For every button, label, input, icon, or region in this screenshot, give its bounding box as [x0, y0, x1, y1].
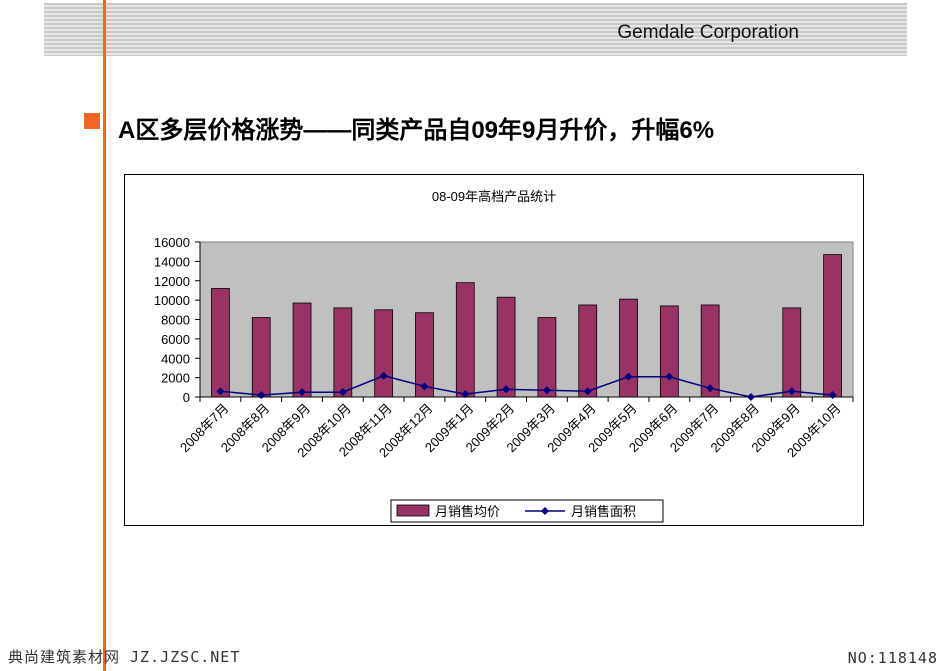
legend-line-label: 月销售面积 — [571, 504, 636, 519]
bar-2 — [251, 317, 271, 398]
title-bullet-icon — [84, 113, 100, 129]
y-tick-label: 4000 — [161, 351, 190, 366]
line-point-6 — [420, 382, 429, 391]
y-tick-label: 2000 — [161, 371, 190, 386]
accent-vertical-line — [103, 0, 106, 671]
footer-id-text: NO:118148 — [847, 649, 938, 667]
bar-5 — [374, 309, 394, 398]
header-band — [44, 3, 907, 56]
line-point-1 — [216, 387, 225, 396]
y-tick-label: 14000 — [154, 254, 190, 269]
company-name: Gemdale Corporation — [617, 22, 799, 43]
chart-legend: 月销售均价 月销售面积 — [390, 499, 664, 523]
line-point-16 — [828, 391, 837, 400]
y-tick-label: 8000 — [161, 313, 190, 328]
bar-15 — [782, 307, 802, 398]
line-point-2 — [257, 391, 266, 400]
y-tick-label: 12000 — [154, 274, 190, 289]
y-tick-label: 0 — [183, 390, 190, 405]
line-point-9 — [542, 386, 551, 395]
line-point-8 — [502, 385, 511, 394]
line-point-13 — [706, 384, 715, 393]
bar-8 — [496, 296, 516, 398]
footer-watermark-text: 典尚建筑素材网 JZ.JZSC.NET — [8, 648, 241, 666]
line-series — [220, 374, 833, 398]
bar-4 — [333, 307, 353, 398]
slide-title: A区多层价格涨势——同类产品自09年9月升价，升幅6% — [118, 117, 715, 144]
bar-7 — [455, 282, 475, 398]
chart-title: 08-09年高档产品统计 — [432, 189, 556, 204]
bar-3 — [292, 302, 312, 398]
line-point-4 — [338, 388, 347, 397]
bar-12 — [659, 305, 679, 398]
y-tick-label: 16000 — [154, 235, 190, 250]
bar-11 — [619, 298, 638, 398]
bar-13 — [700, 304, 720, 398]
bar-10 — [578, 304, 598, 398]
line-point-12 — [665, 372, 674, 381]
bar-16 — [823, 254, 842, 398]
chart-frame: 08-09年高档产品统计 0 2000 4000 6000 8000 10000 12000… — [124, 174, 864, 526]
line-point-10 — [583, 387, 592, 396]
y-tick-label: 10000 — [154, 293, 190, 308]
legend-bar-swatch — [396, 504, 430, 517]
line-point-14 — [746, 393, 755, 401]
bar-6 — [415, 312, 434, 398]
line-point-7 — [461, 390, 470, 399]
legend-line-marker — [541, 507, 549, 515]
y-tick-label: 6000 — [161, 332, 190, 347]
legend-bar-label: 月销售均价 — [435, 504, 500, 519]
line-point-11 — [624, 372, 633, 381]
line-point-5 — [379, 371, 388, 380]
bar-9 — [537, 317, 557, 398]
bar-1 — [211, 288, 230, 398]
line-point-15 — [787, 387, 796, 396]
chart-svg: 08-09年高档产品统计 0 2000 4000 6000 8000 10000 12000… — [154, 189, 854, 523]
line-point-3 — [298, 388, 307, 397]
